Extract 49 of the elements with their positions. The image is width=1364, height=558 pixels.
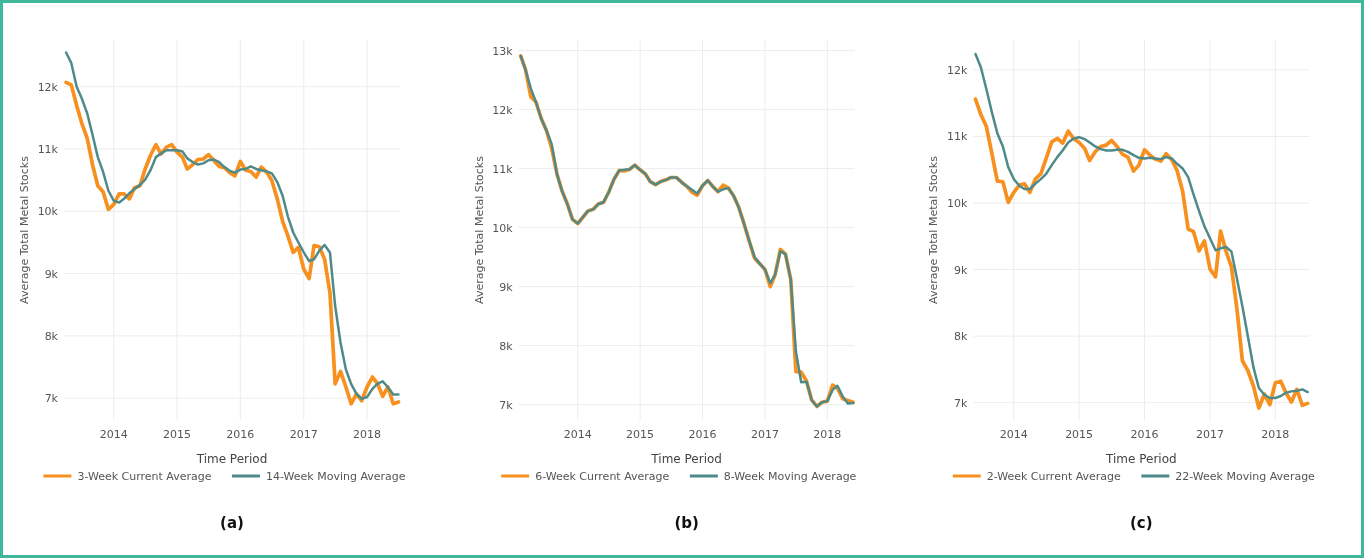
y-tick-label: 9k <box>499 280 514 294</box>
y-tick-label: 7k <box>953 396 968 410</box>
y-tick-label: 7k <box>499 398 514 412</box>
x-axis-title: Time Period <box>195 452 268 466</box>
x-tick-label: 2017 <box>1195 428 1224 441</box>
text: (c) <box>1130 514 1153 532</box>
x-tick-label: 2018 <box>813 428 842 441</box>
x-tick-label: 2016 <box>226 428 255 441</box>
y-axis-title: Average Total Metal Stocks <box>472 155 486 304</box>
y-tick-label: 10k <box>492 221 514 235</box>
text: (a) <box>220 514 244 532</box>
x-tick-label: 2018 <box>353 428 382 441</box>
y-tick-label: 9k <box>44 267 59 281</box>
x-tick-label: 2016 <box>688 428 717 441</box>
x-axis-title: Time Period <box>1105 452 1177 466</box>
legend-label: 2-Week Current Average <box>986 470 1122 483</box>
legend-label: 22-Week Moving Average <box>1175 470 1316 483</box>
y-tick-label: 12k <box>946 63 968 77</box>
legend-label: 8-Week Moving Average <box>723 470 857 483</box>
y-tick-label: 8k <box>44 329 59 343</box>
y-tick-label: 8k <box>953 330 968 344</box>
y-tick-label: 12k <box>37 80 59 94</box>
y-tick-label: 7k <box>44 392 59 406</box>
y-tick-label: 11k <box>946 130 968 144</box>
y-tick-label: 11k <box>37 143 59 157</box>
legend-label: 3-Week Current Average <box>77 470 212 483</box>
x-tick-label: 2015 <box>626 428 655 441</box>
y-tick-label: 13k <box>492 44 514 58</box>
x-tick-label: 2014 <box>99 428 128 441</box>
legend-label: 14-Week Moving Average <box>266 470 406 483</box>
x-tick-label: 2014 <box>563 428 592 441</box>
x-tick-label: 2014 <box>999 428 1028 441</box>
y-tick-label: 10k <box>946 197 968 211</box>
y-tick-label: 9k <box>953 263 968 277</box>
x-axis-title: Time Period <box>650 452 722 466</box>
y-tick-label: 10k <box>37 205 59 219</box>
x-tick-label: 2015 <box>1065 428 1094 441</box>
legend-label: 6-Week Current Average <box>535 470 670 483</box>
x-tick-label: 2018 <box>1261 428 1290 441</box>
y-tick-label: 12k <box>492 103 514 117</box>
x-tick-label: 2017 <box>750 428 779 441</box>
y-axis-title: Average Total Metal Stocks <box>927 155 941 304</box>
y-axis-title: Average Total Metal Stocks <box>18 155 31 304</box>
x-tick-label: 2015 <box>163 428 192 441</box>
x-tick-label: 2016 <box>1130 428 1159 441</box>
x-tick-label: 2017 <box>289 428 318 441</box>
y-tick-label: 11k <box>492 162 514 176</box>
text: (b) <box>674 514 699 532</box>
y-tick-label: 8k <box>499 339 514 353</box>
